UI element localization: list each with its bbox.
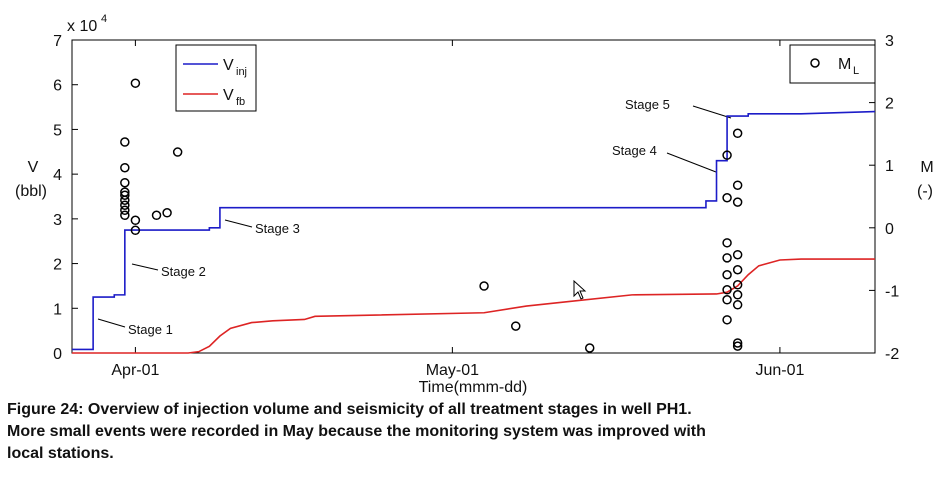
scatter-point [120, 195, 130, 206]
scatter-point [732, 338, 743, 348]
scatter-point [722, 295, 732, 305]
caption-line: Figure 24: Overview of injection volume … [7, 401, 692, 418]
scatter-point [120, 210, 130, 221]
x-tick-label: Apr-01 [111, 362, 159, 379]
scatter-point [162, 208, 172, 218]
annotation: Stage 2 [161, 264, 206, 279]
annotation-arrow [131, 263, 159, 271]
y-axis-label: (bbl) [15, 183, 47, 200]
mouse-cursor [573, 279, 587, 300]
scatter-point [732, 128, 743, 139]
annotation: Stage 3 [255, 221, 300, 236]
x-tick-label: Jun-01 [755, 362, 804, 379]
y-tick-label: 4 [53, 167, 62, 184]
y-tick-label: 5 [53, 122, 62, 139]
series-line [72, 258, 875, 354]
legend-box [175, 44, 257, 112]
scatter-point [130, 225, 141, 236]
legend-label: V [223, 87, 234, 104]
scatter-point [732, 300, 743, 310]
scatter-point [722, 315, 732, 325]
scatter-point [732, 280, 743, 290]
scatter-point [722, 270, 732, 280]
scatter-point [151, 210, 162, 221]
caption-line: More small events were recorded in May b… [7, 423, 706, 440]
legend-swatch [810, 58, 820, 68]
scatter-point [120, 137, 130, 147]
annotation: Stage 4 [612, 143, 657, 158]
scatter-point [732, 197, 743, 207]
scatter-point [722, 150, 732, 160]
scatter-point [120, 200, 130, 211]
y2-tick-label: 0 [885, 221, 894, 238]
y-tick-label: 3 [53, 212, 62, 229]
x-axis-label: Time(mmm-dd) [419, 379, 528, 396]
annotation-arrow [666, 152, 717, 173]
scatter-point [722, 238, 732, 248]
scatter-point [722, 253, 732, 263]
scatter-point [172, 147, 183, 157]
scatter-point [130, 215, 141, 226]
annotations [97, 105, 732, 328]
scatter-point [120, 177, 130, 188]
legend-label-subscript: L [853, 65, 859, 77]
scatter-point [732, 290, 743, 300]
y2-tick-label: 2 [885, 96, 894, 113]
scatter-point [120, 205, 130, 216]
y-tick-label: 7 [53, 33, 62, 50]
scatter-point [584, 343, 595, 353]
scatter-point [732, 341, 743, 351]
y-tick-label: 1 [53, 301, 62, 318]
legend-label: M [838, 56, 851, 73]
y2-tick-label: 3 [885, 33, 894, 50]
y2-tick-label: 1 [885, 158, 894, 175]
scatter-point [732, 264, 743, 275]
axis-multiplier-exponent: 4 [101, 13, 107, 25]
y-tick-label: 6 [53, 78, 62, 95]
annotation-arrow [97, 318, 126, 328]
scatter-point [130, 78, 141, 88]
legend-label-subscript: inj [236, 66, 247, 78]
scatter-point [479, 281, 489, 291]
scatter-point [722, 285, 732, 295]
y-axis-label: V [28, 159, 39, 176]
caption-line: local stations. [7, 445, 114, 462]
y2-tick-label: -2 [885, 346, 899, 363]
legend-box [789, 44, 876, 84]
series-line [72, 110, 876, 351]
scatter-point [732, 180, 743, 190]
y2-axis-label: M [920, 159, 933, 176]
annotation-arrow [224, 219, 253, 228]
scatter-point [511, 321, 521, 331]
annotation: Stage 5 [625, 97, 670, 112]
legend-label: V [223, 57, 234, 74]
y2-tick-label: -1 [885, 283, 899, 300]
axis-multiplier: x 10 [67, 18, 97, 35]
y-tick-label: 2 [53, 257, 62, 274]
scatter-point [120, 190, 130, 200]
legend-label-subscript: fb [236, 96, 245, 108]
annotation-arrow [692, 105, 732, 119]
y2-axis-label: (-) [917, 183, 933, 200]
scatter-point [120, 162, 130, 173]
annotation: Stage 1 [128, 322, 173, 337]
plot-frame [71, 39, 876, 354]
scatter-point [732, 249, 743, 260]
x-tick-label: May-01 [426, 362, 479, 379]
caption: Figure 24: Overview of injection volume … [7, 401, 706, 462]
y-tick-label: 0 [53, 346, 62, 363]
scatter-point [722, 193, 732, 203]
